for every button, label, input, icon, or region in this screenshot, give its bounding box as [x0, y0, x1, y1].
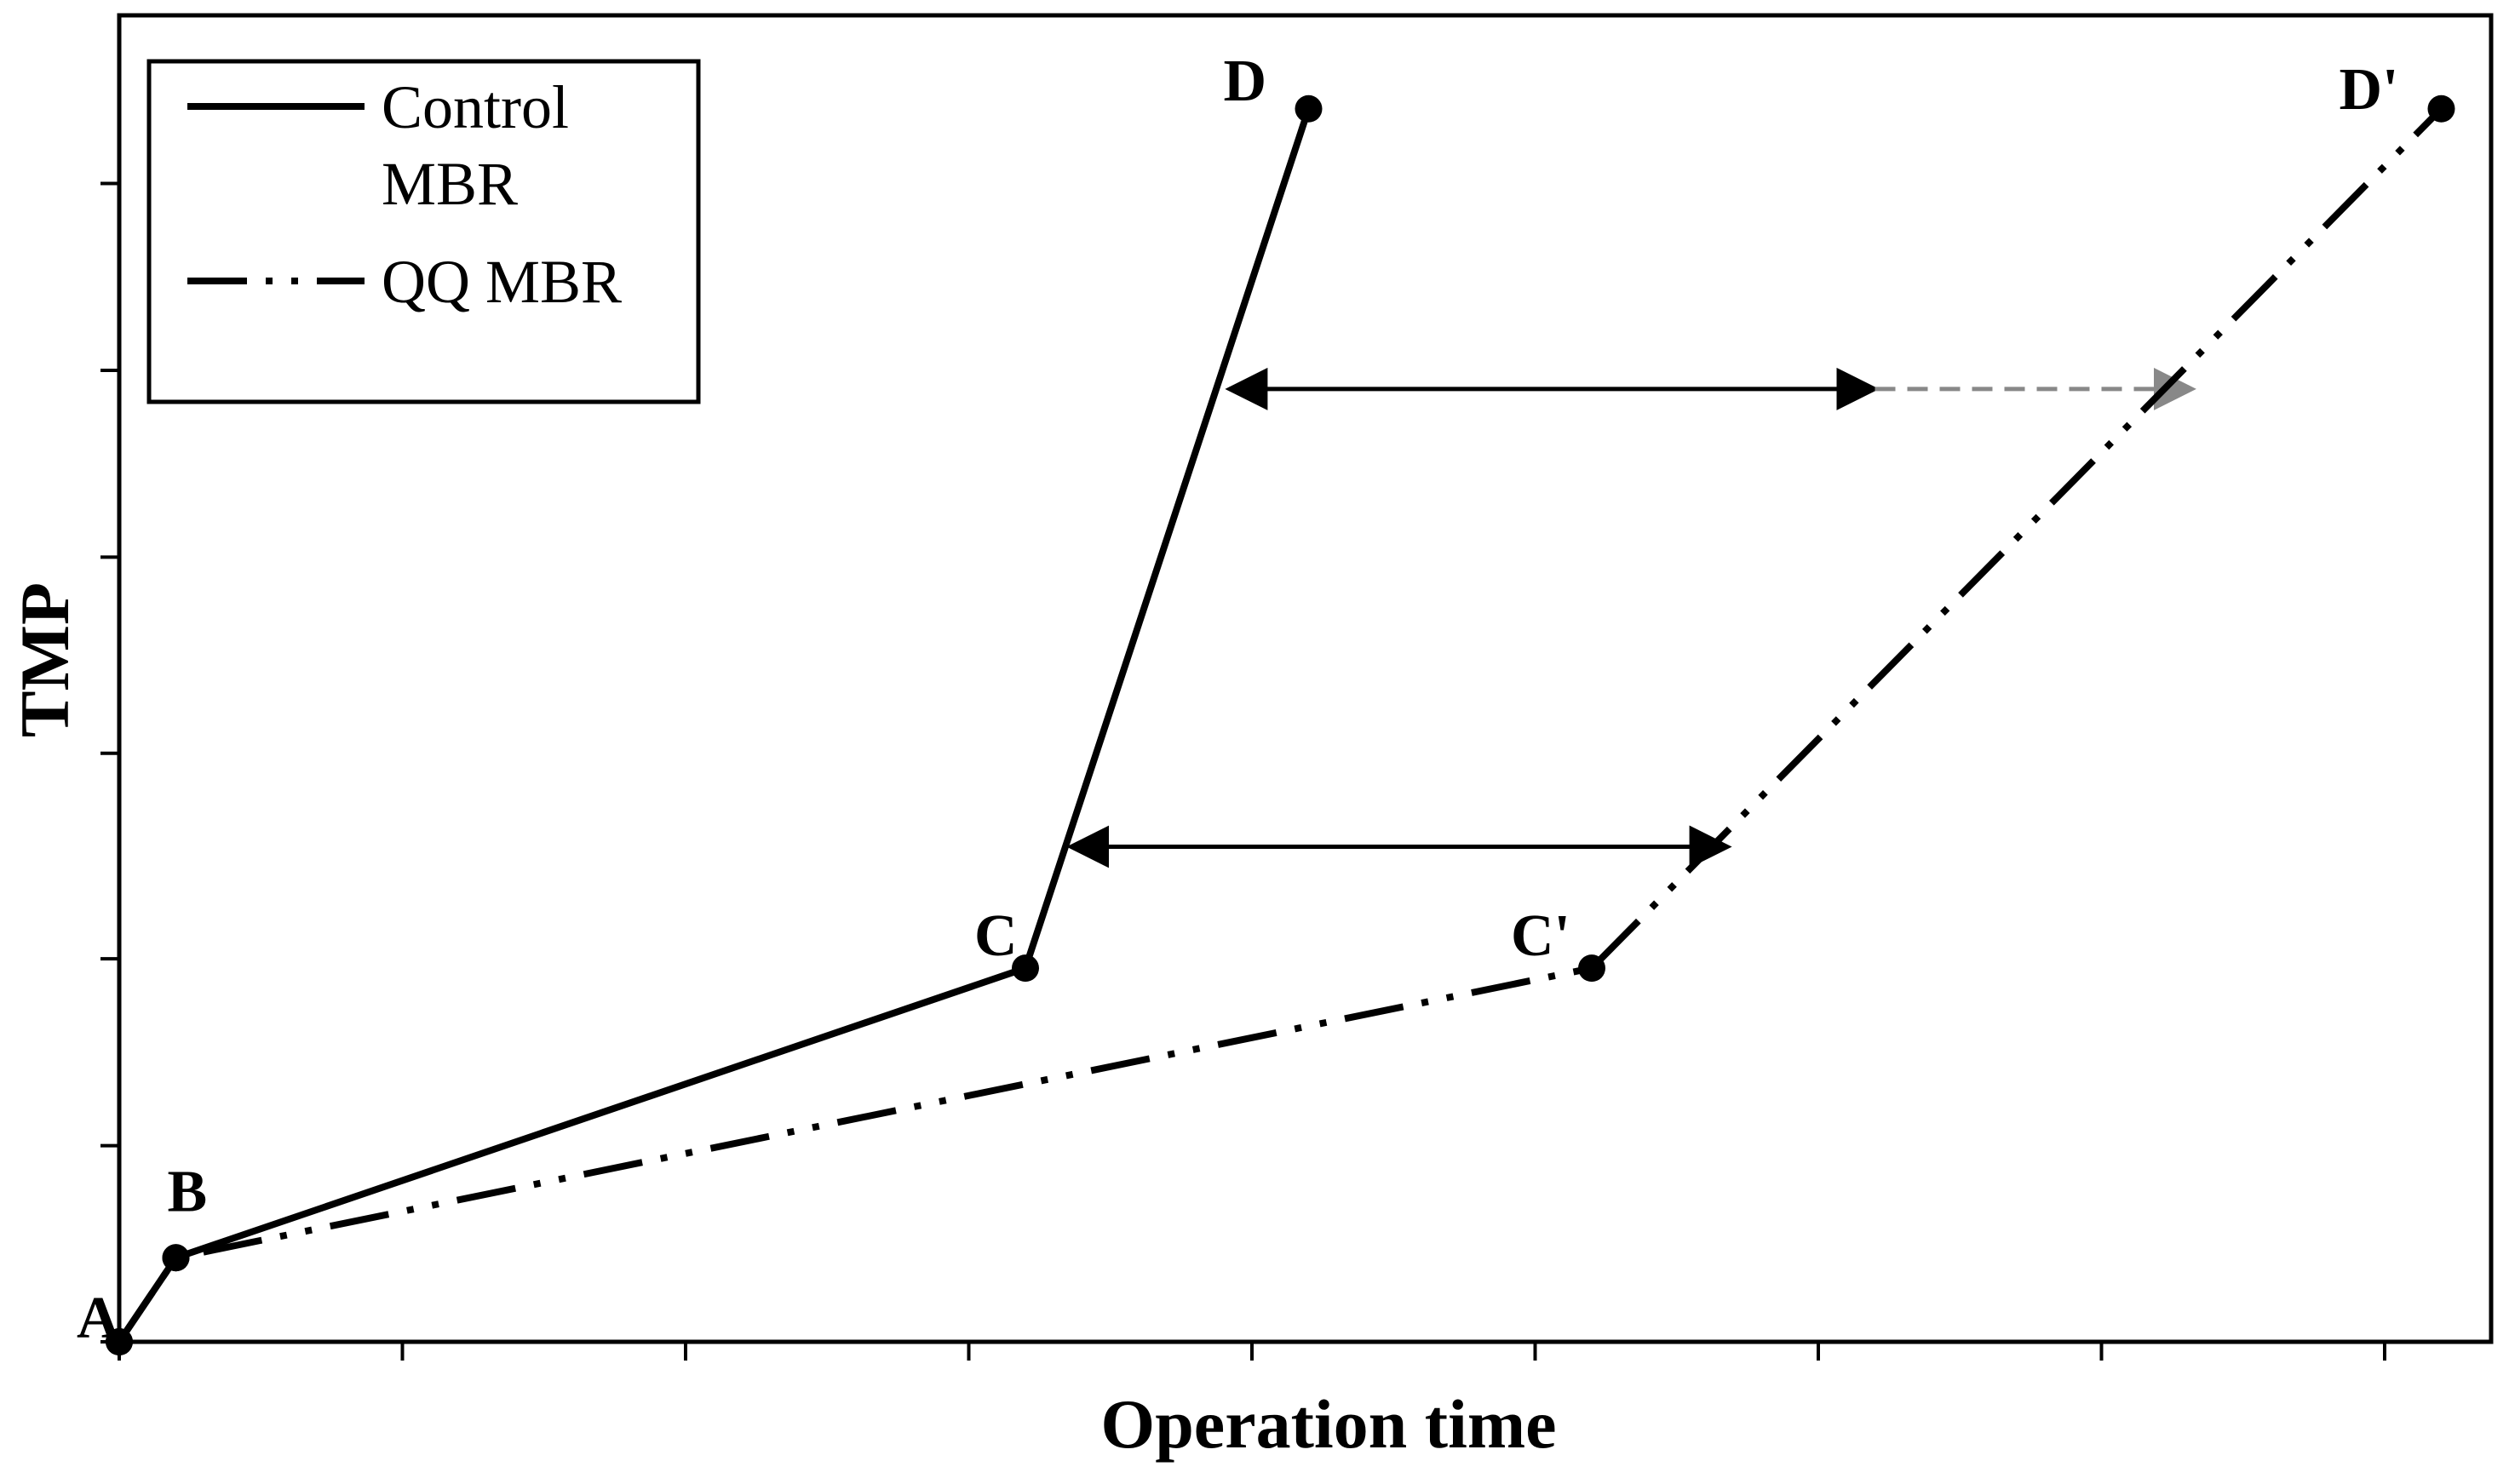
data-point-0-2 — [1012, 954, 1039, 983]
point-label-0-0: A — [77, 1286, 120, 1351]
data-point-1-0 — [106, 1328, 133, 1355]
legend-label-control-mbr-line2: MBR — [382, 150, 518, 218]
point-label-1-3: D' — [2340, 57, 2399, 123]
legend: Control MBR QQ MBR — [146, 59, 701, 404]
legend-label-control-mbr-line1: Control — [382, 73, 569, 141]
point-label-1-2: C' — [1511, 903, 1570, 969]
legend-label-qq-mbr: QQ MBR — [382, 248, 622, 316]
series-layer — [106, 95, 2455, 1355]
data-point-1-2 — [1578, 954, 1605, 983]
series-line-1 — [116, 106, 2444, 1344]
legend-box — [146, 59, 701, 404]
data-point-1-3 — [2427, 95, 2455, 123]
plot-frame — [117, 13, 2494, 1344]
y-axis-label: TMP — [6, 582, 83, 737]
data-point-0-3 — [1295, 95, 1323, 123]
annotation-arrows — [1066, 367, 2196, 868]
point-label-0-2: C — [974, 903, 1018, 969]
data-point-1-1 — [162, 1244, 190, 1272]
x-axis-label: Operation time — [1100, 1385, 1556, 1463]
point-labels: AB C D C' D' — [77, 49, 2399, 1351]
point-label-0-3: D — [1224, 49, 1267, 114]
point-label-0-1: B — [168, 1159, 208, 1224]
